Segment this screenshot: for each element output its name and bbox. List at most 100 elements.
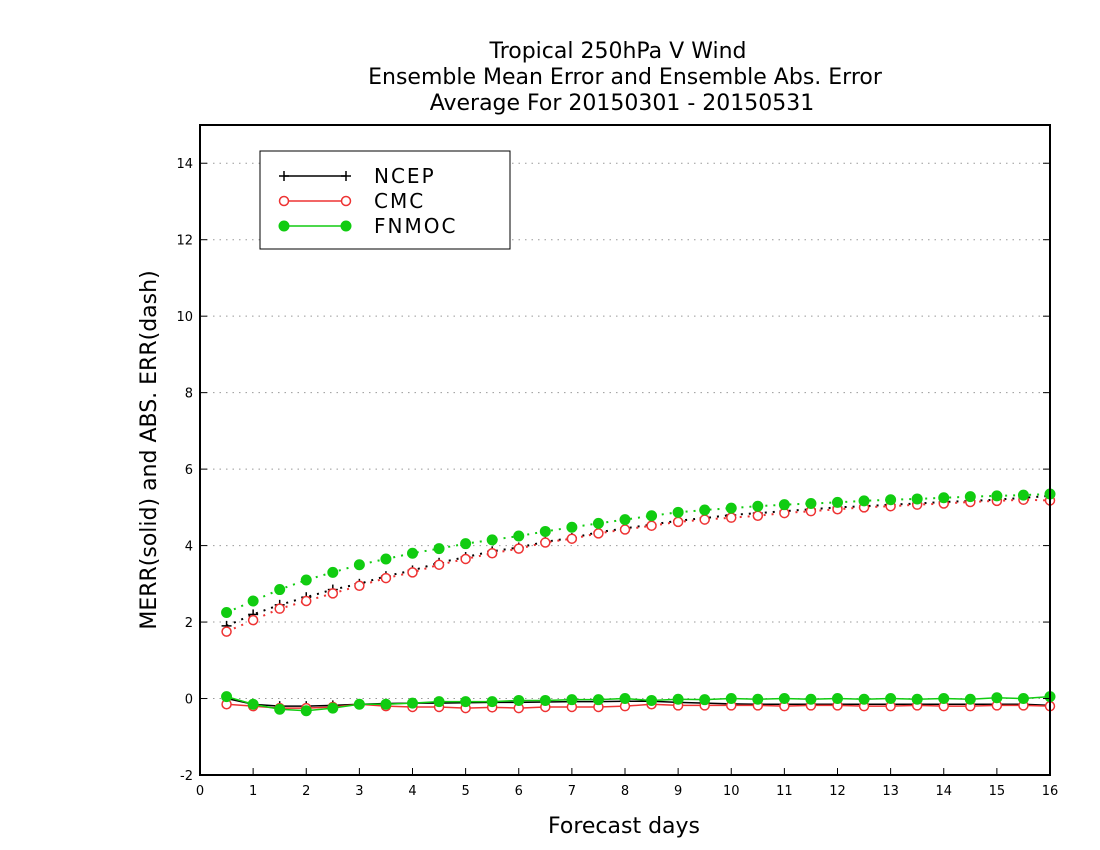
y-tick-label: 14 — [176, 157, 193, 172]
abs-err-point-fnmoc — [566, 521, 578, 533]
abs-err-point-cmc — [646, 520, 657, 531]
x-tick-label: 5 — [461, 784, 469, 799]
x-tick-label: 6 — [515, 784, 523, 799]
abs-err-point-fnmoc — [805, 498, 817, 510]
x-tick-label: 13 — [882, 784, 899, 799]
abs-err-point-fnmoc — [991, 490, 1003, 502]
abs-err-point-fnmoc — [380, 553, 392, 565]
merr-point-fnmoc — [247, 698, 259, 710]
abs-err-point-fnmoc — [327, 566, 339, 578]
y-tick-label: 10 — [176, 310, 193, 325]
merr-point-fnmoc — [1017, 693, 1029, 705]
abs-err-point-fnmoc — [885, 494, 897, 506]
merr-point-fnmoc — [274, 703, 286, 715]
abs-err-point-fnmoc — [221, 607, 233, 618]
abs-err-point-cmc — [460, 553, 471, 565]
series-layer — [221, 488, 1056, 717]
abs-err-point-cmc — [593, 528, 604, 539]
abs-err-point-cmc — [540, 537, 551, 548]
abs-err-line-fnmoc — [226, 492, 1051, 614]
abs-err-point-fnmoc — [592, 517, 604, 529]
x-tick-label: 0 — [196, 784, 204, 799]
merr-point-fnmoc — [433, 696, 445, 708]
merr-point-fnmoc — [380, 698, 392, 710]
y-tick-label: -2 — [180, 769, 193, 784]
abs-err-point-cmc — [274, 603, 285, 614]
abs-err-point-fnmoc — [539, 525, 551, 537]
y-tick-label: 4 — [185, 540, 193, 555]
abs-err-line-cmc — [226, 498, 1051, 633]
abs-err-point-fnmoc — [274, 584, 286, 596]
abs-err-point-fnmoc — [672, 506, 684, 518]
abs-err-point-fnmoc — [832, 496, 843, 508]
abs-err-point-fnmoc — [778, 499, 790, 511]
abs-err-point-cmc — [752, 510, 764, 522]
legend-marker-cmc — [340, 195, 352, 207]
abs-err-point-cmc — [566, 533, 578, 544]
x-axis-label: Forecast days — [548, 814, 700, 839]
abs-err-point-fnmoc — [699, 504, 711, 516]
abs-err-point-fnmoc — [1017, 489, 1029, 501]
legend-box — [259, 150, 511, 250]
x-tick-label: 8 — [621, 784, 629, 799]
legend-label-ncep: NCEP — [374, 164, 436, 188]
abs-err-point-cmc — [327, 588, 339, 599]
abs-err-point-cmc — [247, 614, 259, 626]
abs-err-point-cmc — [726, 512, 737, 523]
x-tick-label: 11 — [776, 784, 793, 799]
y-tick-label: 6 — [185, 463, 193, 478]
y-tick-label: 0 — [185, 693, 193, 708]
legend-label-cmc: CMC — [374, 189, 425, 213]
y-tick-label: 12 — [176, 234, 193, 249]
abs-err-point-cmc — [672, 516, 684, 528]
abs-err-point-cmc — [380, 572, 392, 584]
x-tick-label: 4 — [408, 784, 416, 799]
x-tick-label: 14 — [935, 784, 952, 799]
chart-title: Tropical 250hPa V Wind Ensemble Mean Err… — [368, 39, 883, 116]
y-axis-label: MERR(solid) and ABS. ERR(dash) — [137, 270, 162, 629]
title-line-1: Tropical 250hPa V Wind — [488, 39, 746, 64]
x-tick-label: 15 — [989, 784, 1006, 799]
abs-err-point-fnmoc — [619, 514, 631, 526]
merr-point-fnmoc — [646, 694, 658, 706]
merr-point-fnmoc — [460, 696, 472, 708]
abs-err-point-cmc — [619, 524, 631, 535]
merr-point-fnmoc — [353, 698, 365, 710]
x-tick-label: 10 — [723, 784, 740, 799]
legend-marker-fnmoc — [340, 220, 352, 232]
legend-marker-cmc — [278, 195, 290, 207]
abs-err-point-fnmoc — [938, 492, 950, 504]
abs-err-point-fnmoc — [247, 595, 259, 607]
abs-err-point-cmc — [513, 543, 524, 554]
merr-point-fnmoc — [327, 702, 339, 714]
merr-point-fnmoc — [885, 693, 897, 705]
x-tick-label: 1 — [249, 784, 257, 799]
abs-err-point-cmc — [433, 559, 445, 570]
legend-marker-ncep — [279, 171, 289, 181]
title-line-3: Average For 20150301 - 20150531 — [430, 91, 815, 116]
merr-point-fnmoc — [539, 694, 551, 706]
title-line-2: Ensemble Mean Error and Ensemble Abs. Er… — [368, 65, 883, 90]
merr-point-fnmoc — [221, 691, 233, 703]
legend-marker-fnmoc — [278, 220, 290, 232]
abs-err-point-fnmoc — [486, 534, 498, 546]
merr-point-fnmoc — [513, 694, 525, 706]
merr-point-fnmoc — [778, 693, 790, 705]
merr-point-fnmoc — [991, 692, 1003, 704]
abs-err-point-fnmoc — [513, 530, 525, 542]
merr-point-fnmoc — [964, 693, 976, 705]
x-tick-label: 12 — [829, 784, 846, 799]
y-tick-label: 2 — [185, 616, 193, 631]
abs-err-point-cmc — [354, 580, 365, 591]
abs-err-point-fnmoc — [911, 493, 923, 505]
merr-point-fnmoc — [699, 694, 711, 706]
abs-err-point-fnmoc — [300, 574, 312, 586]
x-tick-label: 3 — [355, 784, 363, 799]
abs-err-point-fnmoc — [460, 538, 472, 550]
abs-err-line-ncep — [226, 494, 1051, 627]
abs-err-point-fnmoc — [964, 491, 976, 503]
merr-point-fnmoc — [805, 693, 817, 705]
